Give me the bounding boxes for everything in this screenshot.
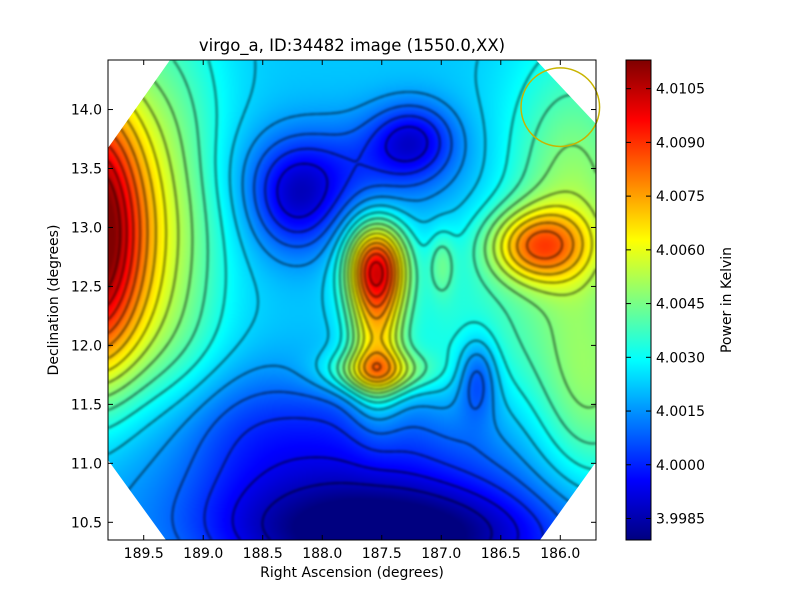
x-tick-label: 188.5 [243,546,283,562]
colorbar-tick-label: 4.0090 [656,135,705,151]
contour-line [232,126,519,540]
x-tick-label: 186.5 [481,546,521,562]
colorbar-tick-label: 3.9985 [656,512,705,528]
contour-line [203,115,544,540]
y-tick-label: 12.5 [71,279,102,295]
colorbar-gradient [625,59,652,541]
colorbar-label: Power in Kelvin [719,247,735,353]
y-tick-label: 12.0 [71,338,102,354]
x-tick-label: 187.5 [362,546,402,562]
y-axis-label: Declination (degrees) [46,225,62,376]
beam-circle [520,67,601,148]
x-tick-label: 187.0 [421,546,461,562]
colorbar-tick-label: 4.0030 [656,350,705,366]
y-tick-label: 11.5 [71,397,102,413]
y-tick-label: 10.5 [71,515,102,531]
x-tick-label: 189.5 [124,546,164,562]
contour-line [171,105,572,540]
heatmap-raster [108,60,596,540]
colorbar-tick-label: 4.0045 [656,297,705,313]
colorbar-tick-label: 4.0000 [656,458,705,474]
chart-title: virgo_a, ID:34482 image (1550.0,XX) [199,36,505,56]
contour-line [108,60,596,494]
colorbar-tick-label: 4.0015 [656,404,705,420]
y-tick-label: 11.0 [71,456,102,472]
heatmap-image [108,60,596,540]
plot-frame [107,59,597,541]
colorbar-tick-label: 4.0060 [656,243,705,259]
contour-line [114,91,596,540]
x-axis-label: Right Ascension (degrees) [260,565,444,581]
contour-line [261,482,493,540]
colorbar: 3.9985 4.0000 4.0015 4.0030 4.0045 4.0060 4.00… [625,59,705,541]
contour-line [108,60,596,471]
x-tick-label: 188.0 [302,546,342,562]
y-tick-label: 14.0 [71,103,102,119]
y-tick-label: 13.0 [71,220,102,236]
colorbar-tick-label: 4.0105 [656,82,705,98]
contour-lines [108,60,596,540]
x-tick-label: 189.0 [183,546,223,562]
colorbar-tick-label: 4.0075 [656,189,705,205]
colorbar-ticks: 3.9985 4.0000 4.0015 4.0030 4.0045 4.0060 4.00… [626,82,705,528]
y-tick-label: 13.5 [71,162,102,178]
x-axis: 189.5 189.0 188.5 188.0 187.5 187.0 186.5 186.0 [124,60,580,562]
y-axis: 10.5 11.0 11.5 12.0 12.5 13.0 13.5 14.0 [71,103,596,531]
x-tick-label: 186.0 [540,546,580,562]
